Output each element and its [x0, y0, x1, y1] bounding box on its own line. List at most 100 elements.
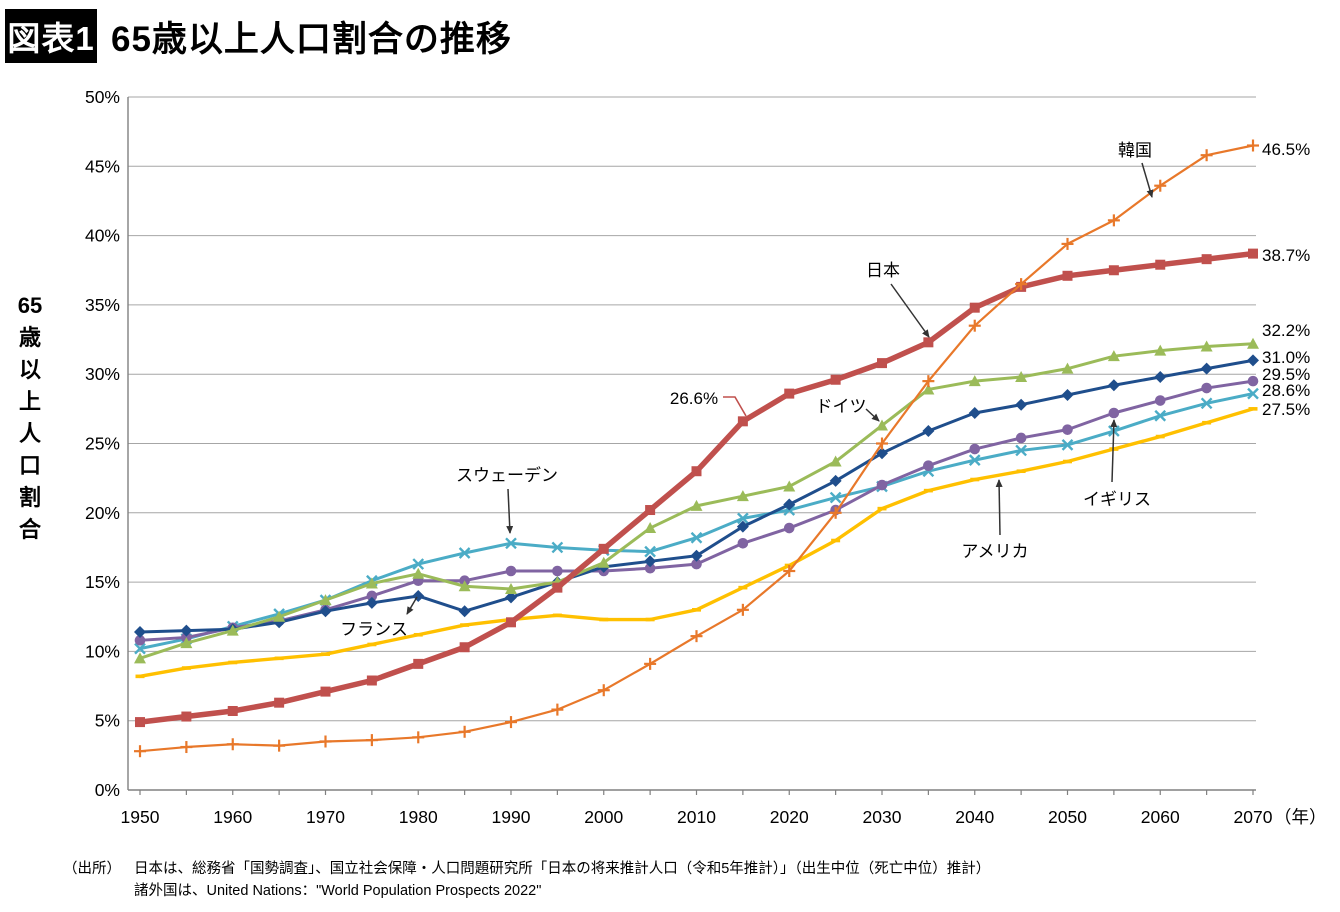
axes [127, 97, 1256, 795]
annotation-label-ドイツ: ドイツ [816, 397, 867, 416]
marker-circle [783, 522, 795, 534]
marker-triangle [736, 490, 749, 502]
source-line-1: 日本は、総務省「国勢調査」、国立社会保障・人口問題研究所「日本の将来推計人口（令… [134, 861, 991, 877]
end-label-ドイツ: 32.2% [1262, 321, 1310, 340]
marker-circle [1015, 432, 1027, 444]
y-tick-label-15: 15% [85, 572, 120, 592]
marker-x [1015, 444, 1027, 457]
marker-dash [1109, 447, 1119, 451]
marker-circle [505, 565, 517, 577]
marker-square [830, 374, 841, 385]
x-tick-label-2060: 2060 [1141, 807, 1180, 827]
annotation-label-26.6%: 26.6% [670, 389, 718, 408]
marker-diamond [968, 407, 981, 420]
x-tick-label-2030: 2030 [863, 807, 902, 827]
annotation-label-スウェーデン: スウェーデン [456, 465, 558, 485]
annotation-label-アメリカ: アメリカ [961, 542, 1028, 561]
marker-dash [923, 488, 933, 493]
marker-diamond [365, 596, 378, 609]
marker-circle [1108, 407, 1120, 419]
marker-diamond [180, 624, 193, 637]
marker-triangle [273, 610, 286, 622]
y-axis-title-char-3: 上 [19, 389, 41, 414]
y-tick-label-10: 10% [85, 641, 120, 661]
marker-square [506, 617, 516, 628]
marker-circle [644, 562, 656, 574]
marker-triangle [690, 499, 703, 511]
marker-diamond [1247, 354, 1259, 367]
page-title: 65歳以上人口割合の推移 [111, 19, 512, 59]
marker-triangle [876, 419, 888, 431]
annotation-arrow-フランス [406, 596, 418, 615]
marker-diamond [922, 425, 935, 438]
marker-square [598, 543, 609, 554]
marker-square [877, 358, 887, 369]
marker-dash [599, 617, 609, 622]
x-tick-label-2020: 2020 [770, 807, 809, 827]
marker-square [1155, 259, 1166, 270]
marker-triangle [968, 375, 981, 387]
source-note: （出所） 日本は、総務省「国勢調査」、国立社会保障・人口問題研究所「日本の将来推… [63, 858, 990, 902]
marker-triangle [1061, 362, 1074, 374]
marker-triangle [1200, 340, 1213, 352]
series-line-韓国 [138, 144, 1255, 753]
marker-diamond [1107, 379, 1120, 392]
marker-square [227, 705, 238, 716]
source-lines: 日本は、総務省「国勢調査」、国立社会保障・人口問題研究所「日本の将来推計人口（令… [134, 858, 990, 902]
x-tick-label-2070: 2070 [1234, 807, 1273, 827]
y-tick-label-5: 5% [95, 711, 120, 731]
marker-triangle [644, 522, 657, 534]
marker-dash [460, 623, 470, 627]
marker-triangle [458, 580, 471, 592]
marker-square [737, 416, 748, 427]
marker-dash [738, 585, 748, 590]
marker-circle [1062, 424, 1073, 435]
marker-square [274, 697, 285, 708]
y-axis-title-char-7: 合 [19, 517, 42, 542]
y-tick-label-40: 40% [85, 226, 120, 246]
series-フランス: 31.0% [134, 348, 1310, 638]
marker-square [181, 711, 192, 722]
marker-diamond [783, 498, 796, 511]
x-tick-label-2050: 2050 [1048, 807, 1087, 827]
marker-diamond [319, 605, 332, 618]
marker-dash [274, 656, 284, 661]
x-tick-label-1960: 1960 [213, 807, 252, 827]
marker-circle [1247, 375, 1259, 387]
marker-diamond [690, 549, 703, 562]
y-tick-label-50: 50% [85, 87, 120, 107]
marker-triangle [597, 556, 610, 568]
annotation-label-韓国: 韓国 [1118, 141, 1152, 160]
y-axis-title-char-2: 以 [19, 357, 41, 382]
annotation-label-日本: 日本 [866, 261, 900, 280]
marker-square [135, 717, 145, 728]
marker-x [644, 545, 656, 558]
marker-dash [1202, 420, 1212, 425]
annotation-arrow-日本 [890, 283, 930, 338]
marker-square [645, 505, 656, 516]
marker-x [1061, 439, 1074, 451]
marker-x [1154, 409, 1167, 422]
marker-dash [413, 632, 423, 637]
marker-square [413, 658, 424, 669]
marker-circle [691, 558, 702, 570]
marker-square [459, 642, 470, 653]
marker-dash [367, 642, 377, 647]
annotation-arrow-スウェーデン [506, 488, 514, 534]
marker-triangle [922, 383, 935, 395]
y-axis-title-char-5: 口 [19, 453, 41, 478]
x-tick-label-1990: 1990 [492, 807, 531, 827]
marker-triangle [1015, 370, 1028, 382]
y-tick-label-20: 20% [85, 503, 120, 523]
marker-x [829, 491, 842, 504]
annotation-arrow-ドイツ [865, 408, 880, 422]
marker-diamond [829, 474, 842, 487]
marker-triangle [412, 567, 425, 579]
source-line-2: 諸外国は、United Nations："World Population Pr… [134, 883, 542, 899]
marker-dash [181, 666, 191, 670]
marker-square [784, 388, 795, 399]
marker-triangle [180, 637, 193, 649]
annotation-arrow-韓国 [1141, 162, 1154, 198]
